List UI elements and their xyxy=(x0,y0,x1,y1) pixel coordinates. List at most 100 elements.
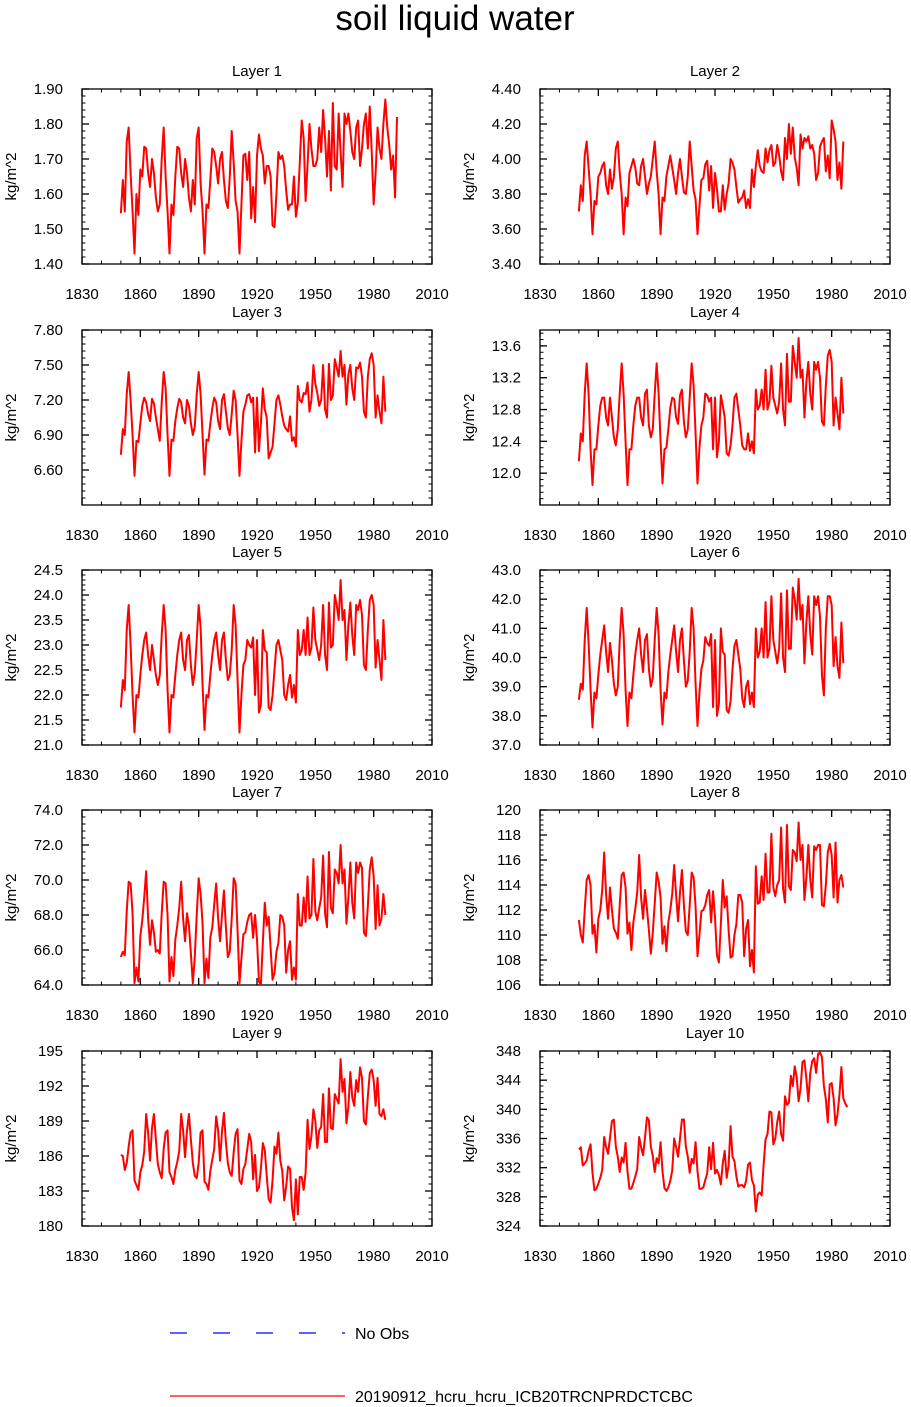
y-tick-label: 1.60 xyxy=(34,186,63,203)
y-tick-label: 37.0 xyxy=(492,737,521,754)
panel-layer-1: Layer 1 kg/m^2 1830 1860 1890 1920 1950 1980 201… xyxy=(3,63,449,303)
y-axis-label: kg/m^2 xyxy=(461,634,478,682)
panel-title: Layer 6 xyxy=(690,544,740,561)
y-tick-label: 7.20 xyxy=(34,392,63,409)
y-axis-label: kg/m^2 xyxy=(461,153,478,201)
x-tick-label: 1830 xyxy=(65,1007,98,1024)
x-tick-label: 1950 xyxy=(757,1248,790,1265)
y-tick-label: 38.0 xyxy=(492,708,521,725)
y-tick-label: 180 xyxy=(38,1218,63,1235)
x-tick-label: 1860 xyxy=(582,767,615,784)
panel-title: Layer 3 xyxy=(232,304,282,321)
y-tick-label: 22.0 xyxy=(34,687,63,704)
panel-title: Layer 7 xyxy=(232,784,282,801)
panel-layer-5: Layer 5 kg/m^2 1830 1860 1890 1920 1950 1980 201… xyxy=(3,544,449,784)
panel-layer-3: Layer 3 kg/m^2 1830 1860 1890 1920 1950 1980 201… xyxy=(3,304,449,544)
y-tick-label: 328 xyxy=(496,1189,521,1206)
x-tick-label: 2010 xyxy=(873,527,906,544)
x-tick-label: 2010 xyxy=(873,1007,906,1024)
y-tick-label: 324 xyxy=(496,1218,521,1235)
series-line xyxy=(119,350,387,477)
y-tick-label: 4.20 xyxy=(492,116,521,133)
x-tick-label: 1920 xyxy=(240,1007,273,1024)
x-tick-label: 1890 xyxy=(182,1007,215,1024)
x-tick-label: 1920 xyxy=(240,286,273,303)
y-tick-label: 3.60 xyxy=(492,221,521,238)
x-tick-label: 1890 xyxy=(640,767,673,784)
y-tick-label: 112 xyxy=(497,902,521,919)
y-tick-label: 24.0 xyxy=(34,587,63,604)
x-tick-label: 1890 xyxy=(640,527,673,544)
y-tick-label: 39.0 xyxy=(492,679,521,696)
series-line xyxy=(119,98,398,255)
y-axis-label: kg/m^2 xyxy=(461,1115,478,1163)
plot-frame xyxy=(81,1050,433,1227)
y-tick-label: 340 xyxy=(496,1101,521,1118)
x-tick-label: 1830 xyxy=(523,767,556,784)
y-tick-label: 1.70 xyxy=(34,151,63,168)
y-tick-label: 4.40 xyxy=(492,81,521,98)
x-tick-label: 2010 xyxy=(415,767,448,784)
y-tick-label: 40.0 xyxy=(492,650,521,667)
y-axis-label: kg/m^2 xyxy=(461,874,478,922)
panel-title: Layer 10 xyxy=(686,1025,744,1042)
x-tick-label: 1830 xyxy=(523,527,556,544)
y-tick-label: 23.5 xyxy=(34,612,63,629)
y-tick-label: 186 xyxy=(38,1148,63,1165)
x-tick-label: 1950 xyxy=(757,527,790,544)
series-line xyxy=(577,821,845,974)
x-tick-label: 1890 xyxy=(640,1007,673,1024)
x-tick-label: 1830 xyxy=(65,767,98,784)
panel-title: Layer 9 xyxy=(232,1025,282,1042)
x-tick-label: 1920 xyxy=(698,1007,731,1024)
x-tick-label: 1860 xyxy=(124,286,157,303)
y-axis-label: kg/m^2 xyxy=(3,874,20,922)
plot-frame xyxy=(539,1050,891,1227)
panel-layer-6: Layer 6 kg/m^2 1830 1860 1890 1920 1950 1980 201… xyxy=(461,544,907,784)
x-tick-label: 1860 xyxy=(124,1248,157,1265)
x-tick-label: 1830 xyxy=(65,527,98,544)
x-tick-label: 1950 xyxy=(757,286,790,303)
y-tick-label: 43.0 xyxy=(492,562,521,579)
panel-layer-9: Layer 9 kg/m^2 1830 1860 1890 1920 1950 1980 201… xyxy=(3,1025,449,1265)
x-tick-label: 1980 xyxy=(815,286,848,303)
x-tick-label: 2010 xyxy=(873,1248,906,1265)
x-tick-label: 1980 xyxy=(815,1007,848,1024)
y-tick-label: 1.40 xyxy=(34,256,63,273)
y-axis-label: kg/m^2 xyxy=(3,394,20,442)
y-tick-label: 7.80 xyxy=(34,322,63,339)
x-tick-label: 1980 xyxy=(357,1248,390,1265)
y-tick-label: 192 xyxy=(38,1078,63,1095)
x-tick-label: 2010 xyxy=(415,286,448,303)
y-tick-label: 12.8 xyxy=(492,402,521,419)
x-tick-label: 1950 xyxy=(299,286,332,303)
x-tick-label: 1920 xyxy=(240,527,273,544)
x-tick-label: 1890 xyxy=(182,286,215,303)
y-tick-label: 72.0 xyxy=(34,837,63,854)
y-tick-label: 3.80 xyxy=(492,186,521,203)
y-tick-label: 114 xyxy=(497,877,521,894)
y-tick-label: 1.80 xyxy=(34,116,63,133)
series-line xyxy=(119,844,387,986)
y-tick-label: 118 xyxy=(497,827,521,844)
y-tick-label: 110 xyxy=(497,927,521,944)
series-line xyxy=(577,119,845,236)
x-tick-label: 1890 xyxy=(182,527,215,544)
y-tick-label: 41.0 xyxy=(492,620,521,637)
x-tick-label: 1950 xyxy=(299,527,332,544)
panel-layer-7: Layer 7 kg/m^2 1830 1860 1890 1920 1950 1980 201… xyxy=(3,784,449,1024)
y-axis-label: kg/m^2 xyxy=(3,1115,20,1163)
y-tick-label: 64.0 xyxy=(34,977,63,994)
x-tick-label: 1950 xyxy=(757,767,790,784)
y-axis-label: kg/m^2 xyxy=(3,153,20,201)
x-tick-label: 1860 xyxy=(124,767,157,784)
panel-title: Layer 1 xyxy=(232,63,282,80)
panel-title: Layer 4 xyxy=(690,304,740,321)
y-tick-label: 6.90 xyxy=(34,427,63,444)
x-tick-label: 2010 xyxy=(415,527,448,544)
y-tick-label: 12.4 xyxy=(492,433,521,450)
x-tick-label: 1920 xyxy=(698,527,731,544)
y-tick-label: 108 xyxy=(496,952,521,969)
y-tick-label: 6.60 xyxy=(34,462,63,479)
x-tick-label: 1950 xyxy=(299,767,332,784)
